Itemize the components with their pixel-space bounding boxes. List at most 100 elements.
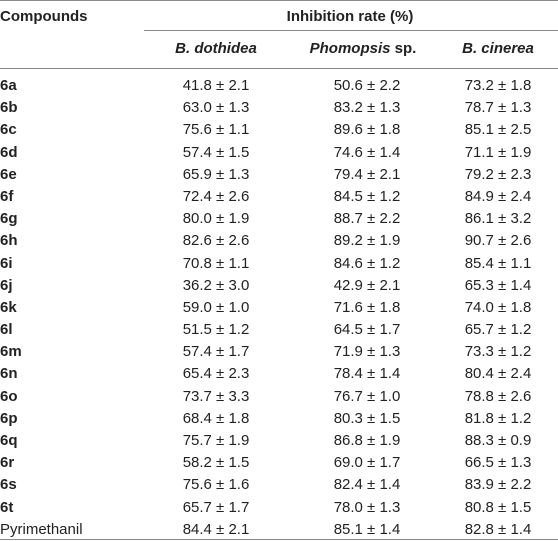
- inhibition-value: 79.4 ± 2.1: [333, 165, 401, 183]
- compound-name: 6p: [0, 409, 18, 427]
- table-row: 6q 75.7 ± 1.9 86.8 ± 1.9 88.3 ± 0.9: [0, 430, 558, 452]
- inhibition-value: 57.4 ± 1.5: [182, 143, 250, 161]
- table-row: 6f 72.4 ± 2.6 84.5 ± 1.2 84.9 ± 2.4: [0, 186, 558, 208]
- compound-name: 6l: [0, 321, 13, 339]
- inhibition-value: 81.8 ± 1.2: [464, 409, 532, 427]
- inhibition-value: 75.6 ± 1.1: [182, 121, 250, 139]
- compound-name: 6o: [0, 387, 18, 405]
- header-bottom-rule: [0, 68, 558, 69]
- compound-name: 6m: [0, 343, 22, 361]
- inhibition-value: 78.7 ± 1.3: [464, 99, 532, 117]
- table-row: Pyrimethanil 84.4 ± 2.1 85.1 ± 1.4 82.8 ± 1…: [0, 519, 558, 541]
- inhibition-value: 85.1 ± 1.4: [333, 520, 401, 538]
- compound-name: 6q: [0, 432, 18, 449]
- compound-name: 6t: [0, 498, 14, 516]
- inhibition-value: 80.3 ± 1.5: [333, 409, 401, 427]
- table-row: 6m 57.4 ± 1.7 71.9 ± 1.3 73.3 ± 1.2: [0, 341, 558, 363]
- table-row: 6p 68.4 ± 1.8 80.3 ± 1.5 81.8 ± 1.2: [0, 408, 558, 430]
- inhibition-value: 65.9 ± 1.3: [182, 165, 250, 183]
- inhibition-value: 50.6 ± 2.2: [333, 77, 401, 94]
- inhibition-value: 73.2 ± 1.8: [464, 77, 532, 94]
- compound-name: 6r: [0, 454, 15, 472]
- inhibition-value: 63.0 ± 1.3: [182, 99, 250, 117]
- species-header-phomopsis: Phomopsis sp.: [309, 40, 417, 57]
- inhibition-value: 58.2 ± 1.5: [182, 454, 250, 472]
- compound-name: Pyrimethanil: [0, 520, 83, 538]
- compound-name: 6c: [0, 121, 17, 139]
- inhibition-value: 74.0 ± 1.8: [464, 298, 532, 316]
- inhibition-value: 69.0 ± 1.7: [333, 454, 401, 472]
- table-row: 6d 57.4 ± 1.5 74.6 ± 1.4 71.1 ± 1.9: [0, 142, 558, 164]
- inhibition-value: 65.3 ± 1.4: [464, 276, 532, 294]
- inhibition-value: 78.8 ± 2.6: [464, 387, 532, 405]
- inhibition-value: 83.9 ± 2.2: [464, 476, 532, 494]
- inhibition-value: 89.6 ± 1.8: [333, 121, 401, 139]
- inhibition-value: 78.4 ± 1.4: [333, 365, 401, 383]
- inhibition-value: 59.0 ± 1.0: [182, 298, 250, 316]
- compound-name: 6g: [0, 210, 18, 228]
- compound-name: 6b: [0, 99, 18, 117]
- inhibition-value: 88.3 ± 0.9: [464, 432, 532, 449]
- inhibition-value: 82.8 ± 1.4: [464, 520, 532, 538]
- table-row: 6l 51.5 ± 1.2 64.5 ± 1.7 65.7 ± 1.2: [0, 319, 558, 341]
- table-body: 6a 41.8 ± 2.1 50.6 ± 2.2 73.2 ± 1.8 6b 63.0 ±…: [0, 75, 558, 541]
- inhibition-value: 82.4 ± 1.4: [333, 476, 401, 494]
- group-header-rule: [144, 30, 558, 31]
- table-row: 6e 65.9 ± 1.3 79.4 ± 2.1 79.2 ± 2.3: [0, 164, 558, 186]
- inhibition-value: 84.6 ± 1.2: [333, 254, 401, 272]
- table-row: 6b 63.0 ± 1.3 83.2 ± 1.3 78.7 ± 1.3: [0, 97, 558, 119]
- table-row: 6r 58.2 ± 1.5 69.0 ± 1.7 66.5 ± 1.3: [0, 452, 558, 474]
- inhibition-value: 70.8 ± 1.1: [182, 254, 250, 272]
- compound-name: 6d: [0, 143, 18, 161]
- table-row: 6s 75.6 ± 1.6 82.4 ± 1.4 83.9 ± 2.2: [0, 474, 558, 496]
- inhibition-value: 75.7 ± 1.9: [182, 432, 250, 449]
- inhibition-value: 51.5 ± 1.2: [182, 321, 250, 339]
- compound-name: 6j: [0, 276, 13, 294]
- inhibition-value: 73.7 ± 3.3: [182, 387, 250, 405]
- inhibition-value: 73.3 ± 1.2: [464, 343, 532, 361]
- compound-name: 6h: [0, 232, 18, 250]
- inhibition-value: 57.4 ± 1.7: [182, 343, 250, 361]
- inhibition-value: 90.7 ± 2.6: [464, 232, 532, 250]
- table-bottom-rule: [0, 539, 558, 540]
- inhibition-value: 75.6 ± 1.6: [182, 476, 250, 494]
- inhibition-value: 86.1 ± 3.2: [464, 210, 532, 228]
- inhibition-value: 85.4 ± 1.1: [464, 254, 532, 272]
- table-row: 6j 36.2 ± 3.0 42.9 ± 2.1 65.3 ± 1.4: [0, 275, 558, 297]
- table-row: 6t 65.7 ± 1.7 78.0 ± 1.3 80.8 ± 1.5: [0, 497, 558, 519]
- inhibition-value: 82.6 ± 2.6: [182, 232, 250, 250]
- compound-name: 6n: [0, 365, 18, 383]
- inhibition-value: 85.1 ± 2.5: [464, 121, 532, 139]
- inhibition-rate-header: Inhibition rate (%): [286, 8, 414, 25]
- compound-name: 6i: [0, 254, 13, 272]
- table-row: 6o 73.7 ± 3.3 76.7 ± 1.0 78.8 ± 2.6: [0, 386, 558, 408]
- table-row: 6n 65.4 ± 2.3 78.4 ± 1.4 80.4 ± 2.4: [0, 363, 558, 385]
- inhibition-value: 71.1 ± 1.9: [464, 143, 532, 161]
- table-top-rule: [0, 0, 558, 1]
- inhibition-value: 74.6 ± 1.4: [333, 143, 401, 161]
- inhibition-value: 84.4 ± 2.1: [182, 520, 250, 538]
- inhibition-value: 36.2 ± 3.0: [182, 276, 250, 294]
- inhibition-value: 89.2 ± 1.9: [333, 232, 401, 250]
- inhibition-value: 65.7 ± 1.7: [182, 498, 250, 516]
- compound-name: 6f: [0, 187, 14, 205]
- inhibition-value: 79.2 ± 2.3: [464, 165, 532, 183]
- inhibition-value: 71.6 ± 1.8: [333, 298, 401, 316]
- species-header-b-dothidea: B. dothidea: [175, 40, 257, 57]
- compound-name: 6s: [0, 476, 17, 494]
- table-row: 6h 82.6 ± 2.6 89.2 ± 1.9 90.7 ± 2.6: [0, 230, 558, 252]
- inhibition-value: 65.4 ± 2.3: [182, 365, 250, 383]
- inhibition-value: 42.9 ± 2.1: [333, 276, 401, 294]
- inhibition-value: 83.2 ± 1.3: [333, 99, 401, 117]
- inhibition-value: 64.5 ± 1.7: [333, 321, 401, 339]
- table-row: 6i 70.8 ± 1.1 84.6 ± 1.2 85.4 ± 1.1: [0, 253, 558, 275]
- species-header-b-cinerea: B. cinerea: [462, 40, 534, 57]
- inhibition-value: 41.8 ± 2.1: [182, 77, 250, 94]
- inhibition-value: 68.4 ± 1.8: [182, 409, 250, 427]
- inhibition-value: 80.8 ± 1.5: [464, 498, 532, 516]
- inhibition-value: 80.4 ± 2.4: [464, 365, 532, 383]
- inhibition-value: 86.8 ± 1.9: [333, 432, 401, 449]
- inhibition-value: 80.0 ± 1.9: [182, 210, 250, 228]
- inhibition-value: 72.4 ± 2.6: [182, 187, 250, 205]
